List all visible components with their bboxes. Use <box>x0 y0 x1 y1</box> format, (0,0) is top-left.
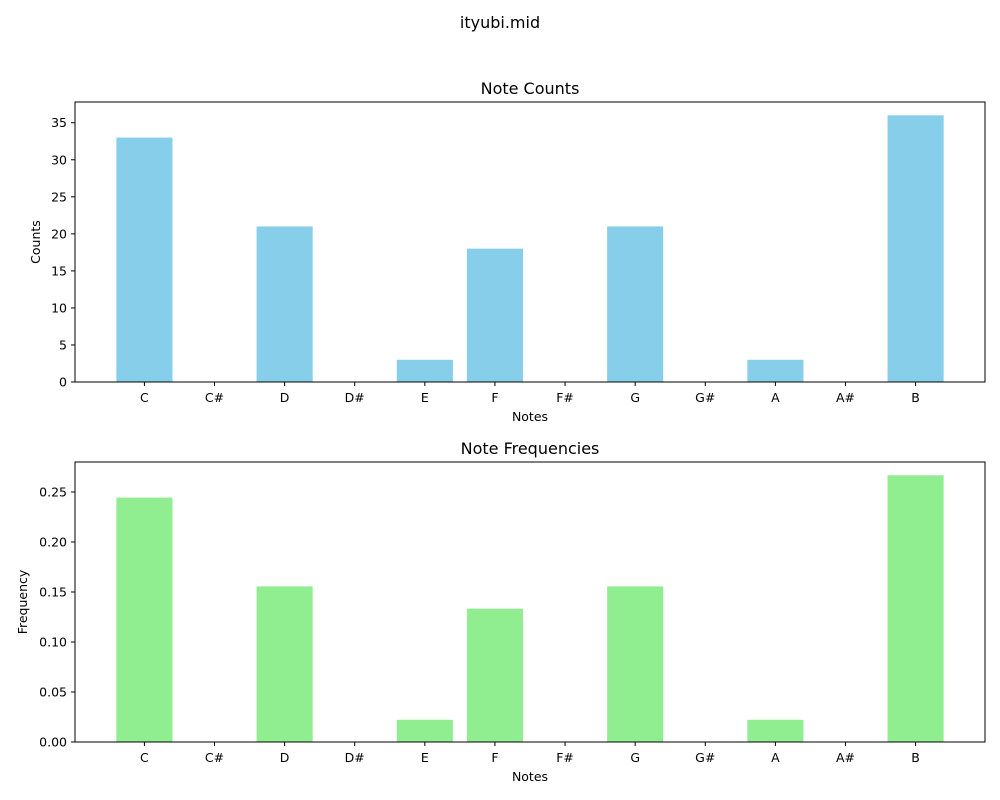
x-tick-label-0-1: C# <box>205 390 224 405</box>
x-tick-label-1-1: C# <box>205 750 224 765</box>
bar-1-7 <box>607 586 664 742</box>
y-tick-label-0-1: 5 <box>59 337 67 352</box>
y-tick-label-1-2: 0.10 <box>39 635 67 650</box>
x-tick-label-0-0: C <box>140 390 149 405</box>
x-tick-label-1-5: F <box>491 750 498 765</box>
y-tick-label-0-6: 30 <box>51 152 67 167</box>
bar-0-11 <box>887 115 944 382</box>
bar-0-4 <box>396 359 453 382</box>
bar-0-7 <box>607 226 664 382</box>
x-tick-label-0-8: G# <box>695 390 715 405</box>
x-tick-label-0-9: A <box>771 390 780 405</box>
y-tick-label-1-1: 0.05 <box>39 685 67 700</box>
y-axis-label-0: Counts <box>28 220 43 264</box>
y-tick-label-0-2: 10 <box>51 300 67 315</box>
x-tick-label-1-6: F# <box>556 750 574 765</box>
x-tick-label-1-2: D <box>280 750 290 765</box>
y-tick-label-0-3: 15 <box>51 263 67 278</box>
x-tick-label-0-6: F# <box>556 390 574 405</box>
chart-title-1: Note Frequencies <box>461 439 600 458</box>
bar-1-5 <box>466 608 523 742</box>
x-tick-label-1-9: A <box>771 750 780 765</box>
y-tick-label-0-7: 35 <box>51 115 67 130</box>
x-tick-label-0-2: D <box>280 390 290 405</box>
bar-1-2 <box>256 586 313 742</box>
x-tick-label-1-10: A# <box>836 750 855 765</box>
plot-frame-1 <box>74 461 986 743</box>
y-tick-label-1-5: 0.25 <box>39 485 67 500</box>
x-axis-label-0: Notes <box>512 409 548 424</box>
bar-0-0 <box>116 137 173 382</box>
x-tick-label-1-4: E <box>421 750 429 765</box>
x-tick-label-1-8: G# <box>695 750 715 765</box>
bar-1-4 <box>396 719 453 742</box>
bar-1-0 <box>116 497 173 742</box>
bar-0-9 <box>747 359 804 382</box>
x-axis-label-1: Notes <box>512 769 548 784</box>
x-tick-label-0-5: F <box>491 390 498 405</box>
x-tick-label-1-7: G <box>630 750 640 765</box>
figure-title: ityubi.mid <box>459 13 541 32</box>
x-tick-label-0-3: D# <box>345 390 365 405</box>
bar-0-2 <box>256 226 313 382</box>
x-tick-label-1-3: D# <box>345 750 365 765</box>
y-axis-label-1: Frequency <box>15 569 30 634</box>
x-tick-label-1-11: B <box>911 750 920 765</box>
x-tick-label-0-4: E <box>421 390 429 405</box>
plot-frame-0 <box>74 101 986 383</box>
x-tick-label-0-10: A# <box>836 390 855 405</box>
y-tick-label-0-5: 25 <box>51 189 67 204</box>
bar-1-9 <box>747 719 804 742</box>
bar-0-5 <box>466 248 523 382</box>
y-tick-label-0-0: 0 <box>59 375 67 390</box>
y-tick-label-1-0: 0.00 <box>39 735 67 750</box>
y-tick-label-1-4: 0.20 <box>39 535 67 550</box>
y-tick-label-1-3: 0.15 <box>39 585 67 600</box>
x-tick-label-0-11: B <box>911 390 920 405</box>
y-tick-label-0-4: 20 <box>51 226 67 241</box>
bar-1-11 <box>887 475 944 742</box>
x-tick-label-0-7: G <box>630 390 640 405</box>
x-tick-label-1-0: C <box>140 750 149 765</box>
chart-title-0: Note Counts <box>481 79 580 98</box>
